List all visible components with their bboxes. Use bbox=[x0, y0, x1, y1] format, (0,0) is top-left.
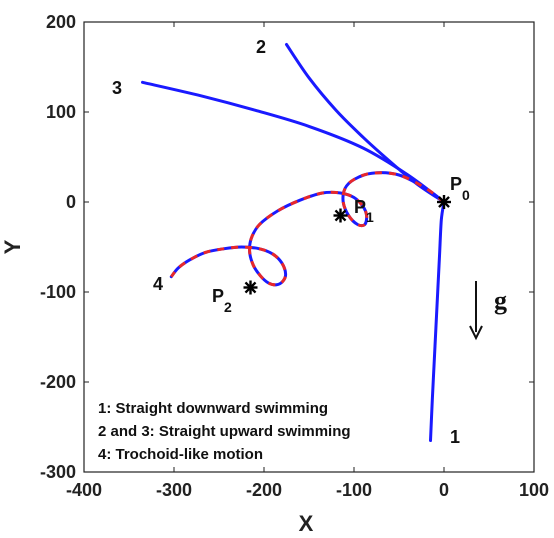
svg-text:2: 2 bbox=[224, 299, 232, 315]
gravity-label: g bbox=[494, 286, 507, 315]
legend-item-3: 4: Trochoid-like motion bbox=[98, 446, 263, 463]
svg-text:P: P bbox=[354, 197, 366, 217]
marker-label-p1: P 1 bbox=[354, 197, 374, 225]
y-tick-label: 0 bbox=[66, 192, 76, 212]
y-tick-label: -100 bbox=[40, 282, 76, 302]
y-tick-label: -300 bbox=[40, 462, 76, 482]
x-tick-label: -200 bbox=[246, 480, 282, 500]
trajectory-curves bbox=[141, 43, 446, 442]
series-line-4 bbox=[169, 171, 446, 287]
svg-text:P: P bbox=[450, 174, 462, 194]
x-axis-label: X bbox=[299, 511, 314, 536]
legend-item-2: 2 and 3: Straight upward swimming bbox=[98, 423, 351, 440]
point-markers bbox=[243, 195, 451, 295]
plot-frame bbox=[83, 21, 535, 473]
y-tick-label: 200 bbox=[46, 12, 76, 32]
series-line-1 bbox=[429, 200, 446, 442]
marker-p0 bbox=[437, 195, 451, 209]
series-line-2 bbox=[285, 43, 446, 204]
y-tick-label: 100 bbox=[46, 102, 76, 122]
x-tick-label: 100 bbox=[519, 480, 549, 500]
curve-label-4: 4 bbox=[153, 274, 163, 294]
series-line-4-dash bbox=[170, 171, 445, 287]
marker-p1 bbox=[333, 208, 348, 223]
curve-label-1: 1 bbox=[450, 427, 460, 447]
curve-label-2: 2 bbox=[256, 37, 266, 57]
x-tick-label: -300 bbox=[156, 480, 192, 500]
svg-text:0: 0 bbox=[462, 187, 470, 203]
x-tick-label: -100 bbox=[336, 480, 372, 500]
marker-label-p2: P 2 bbox=[212, 286, 232, 315]
svg-text:1: 1 bbox=[366, 209, 374, 225]
marker-label-p0: P 0 bbox=[450, 174, 470, 203]
legend-item-1: 1: Straight downward swimming bbox=[98, 400, 328, 417]
x-tick-label: -400 bbox=[66, 480, 102, 500]
curve-label-3: 3 bbox=[112, 78, 122, 98]
y-tick-label: -200 bbox=[40, 372, 76, 392]
svg-text:P: P bbox=[212, 286, 224, 306]
gravity-indicator: g bbox=[469, 281, 507, 341]
x-tick-label: 0 bbox=[439, 480, 449, 500]
series-line-3 bbox=[141, 80, 446, 204]
y-axis-label: Y bbox=[0, 239, 25, 254]
marker-p2 bbox=[243, 280, 258, 295]
